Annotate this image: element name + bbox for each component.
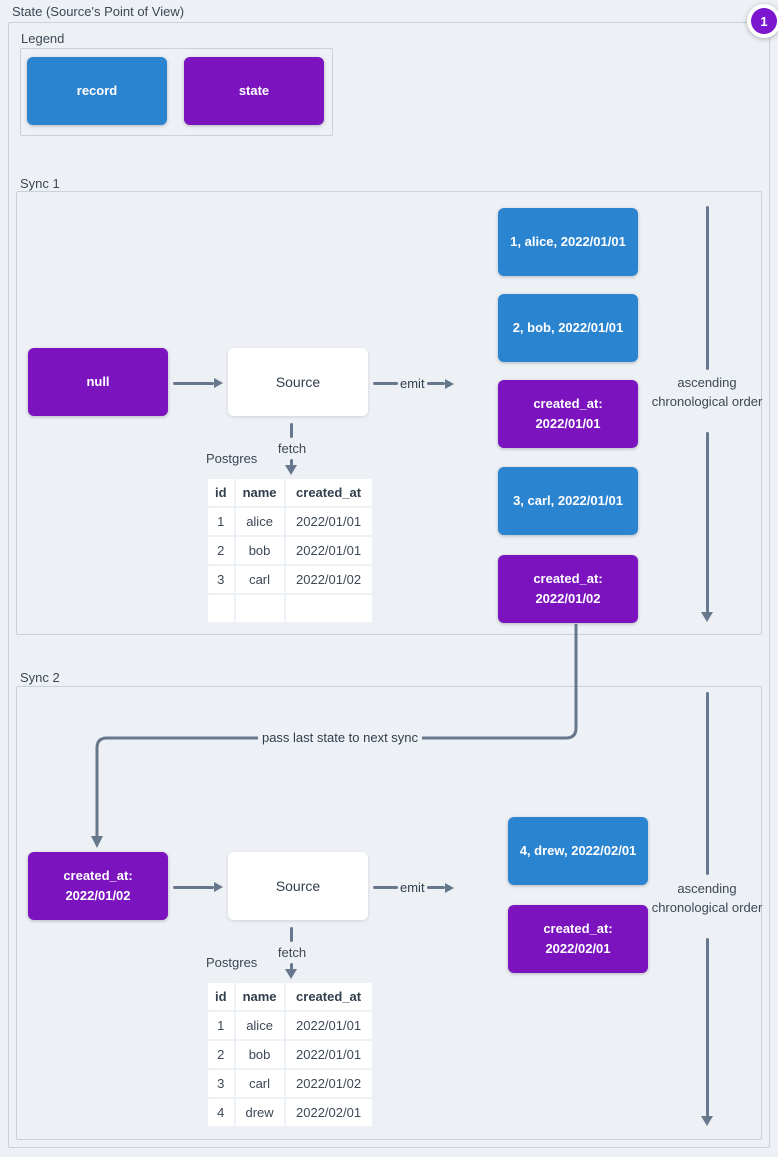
sync1-state-20220101: created_at: 2022/01/01 bbox=[498, 380, 638, 448]
table-cell: 3 bbox=[208, 1070, 234, 1097]
page-title: State (Source's Point of View) bbox=[12, 4, 185, 19]
table-row: 4 drew 2022/02/01 bbox=[208, 1099, 372, 1126]
table-header-row: id name created_at bbox=[208, 479, 372, 506]
table-cell: 2022/01/02 bbox=[285, 1070, 372, 1097]
table-header-created-at: created_at bbox=[285, 479, 372, 506]
table-cell: 2022/01/01 bbox=[285, 1012, 372, 1039]
sync2-ascending-line bbox=[706, 938, 709, 1117]
table-cell: carl bbox=[235, 566, 284, 593]
arrow-right-head-icon bbox=[214, 882, 223, 892]
arrow-right-head-icon bbox=[214, 378, 223, 388]
table-header-created-at: created_at bbox=[285, 983, 372, 1010]
table-cell: 3 bbox=[208, 566, 234, 593]
table-cell bbox=[208, 595, 234, 622]
legend-state-swatch: state bbox=[184, 57, 324, 125]
sync2-fetch-line bbox=[290, 927, 293, 942]
arrow-line bbox=[373, 886, 398, 889]
sync1-fetch-line bbox=[290, 423, 293, 438]
sync1-source-box: Source bbox=[228, 348, 368, 416]
sync1-state-to-source-arrow-icon bbox=[173, 378, 223, 388]
table-cell bbox=[235, 595, 284, 622]
sync1-input-state-null: null bbox=[28, 348, 168, 416]
table-row: 3 carl 2022/01/02 bbox=[208, 566, 372, 593]
table-cell: drew bbox=[235, 1099, 284, 1126]
table-cell: 2022/01/01 bbox=[285, 537, 372, 564]
sync2-postgres-label: Postgres bbox=[206, 955, 258, 970]
table-header-id: id bbox=[208, 479, 234, 506]
table-row-empty bbox=[208, 595, 372, 622]
sync1-record-bob: 2, bob, 2022/01/01 bbox=[498, 294, 638, 362]
sync1-ascending-label: ascending chronological order bbox=[651, 375, 763, 409]
table-cell: bob bbox=[235, 1041, 284, 1068]
pass-state-connector-label: pass last state to next sync bbox=[257, 730, 423, 745]
sync2-record-drew: 4, drew, 2022/02/01 bbox=[508, 817, 648, 885]
sync2-state-20220201: created_at: 2022/02/01 bbox=[508, 905, 648, 973]
table-header-id: id bbox=[208, 983, 234, 1010]
sync1-label: Sync 1 bbox=[20, 176, 60, 191]
outer-frame bbox=[8, 22, 770, 1148]
table-cell: 1 bbox=[208, 1012, 234, 1039]
table-row: 2 bob 2022/01/01 bbox=[208, 537, 372, 564]
arrow-down-head-icon bbox=[285, 465, 297, 475]
annotation-badge-number: 1 bbox=[751, 8, 777, 34]
sync1-postgres-table: id name created_at 1 alice 2022/01/01 2 … bbox=[206, 477, 374, 624]
arrow-down-head-icon bbox=[285, 969, 297, 979]
arrow-line bbox=[173, 381, 214, 385]
table-cell: 2022/02/01 bbox=[285, 1099, 372, 1126]
table-header-row: id name created_at bbox=[208, 983, 372, 1010]
table-header-name: name bbox=[235, 479, 284, 506]
arrow-line bbox=[373, 382, 398, 385]
arrow-line bbox=[173, 885, 214, 889]
legend-record-swatch: record bbox=[27, 57, 167, 125]
sync1-emit-arrow-icon: emit bbox=[373, 376, 454, 391]
sync1-record-carl: 3, carl, 2022/01/01 bbox=[498, 467, 638, 535]
sync2-fetch-line bbox=[290, 963, 293, 971]
sync2-input-state: created_at: 2022/01/02 bbox=[28, 852, 168, 920]
arrow-right-head-icon bbox=[444, 882, 454, 893]
table-cell: 1 bbox=[208, 508, 234, 535]
table-cell: alice bbox=[235, 508, 284, 535]
sync2-source-box: Source bbox=[228, 852, 368, 920]
annotation-badge: 1 bbox=[747, 4, 778, 38]
arrow-down-head-icon bbox=[701, 1116, 713, 1126]
sync2-ascending-label: ascending chronological order bbox=[651, 881, 763, 915]
table-row: 1 alice 2022/01/01 bbox=[208, 508, 372, 535]
sync1-record-alice: 1, alice, 2022/01/01 bbox=[498, 208, 638, 276]
sync2-fetch-label: fetch bbox=[277, 945, 307, 960]
sync2-label: Sync 2 bbox=[20, 670, 60, 685]
arrow-line bbox=[426, 382, 445, 385]
arrow-right-head-icon bbox=[444, 378, 454, 389]
table-cell: 2022/01/02 bbox=[285, 566, 372, 593]
sync2-emit-label: emit bbox=[400, 880, 425, 895]
sync1-postgres-label: Postgres bbox=[206, 451, 258, 466]
sync1-fetch-label: fetch bbox=[277, 441, 307, 456]
arrow-down-head-icon bbox=[701, 612, 713, 622]
table-cell bbox=[285, 595, 372, 622]
sync1-ascending-line bbox=[706, 432, 709, 613]
legend-label: Legend bbox=[21, 31, 65, 46]
table-header-name: name bbox=[235, 983, 284, 1010]
table-cell: 2 bbox=[208, 1041, 234, 1068]
table-cell: bob bbox=[235, 537, 284, 564]
sync1-state-20220102: created_at: 2022/01/02 bbox=[498, 555, 638, 623]
arrow-line bbox=[426, 886, 445, 889]
sync2-emit-arrow-icon: emit bbox=[373, 880, 454, 895]
sync1-emit-label: emit bbox=[400, 376, 425, 391]
table-cell: 4 bbox=[208, 1099, 234, 1126]
sync2-postgres-table: id name created_at 1 alice 2022/01/01 2 … bbox=[206, 981, 374, 1128]
table-cell: carl bbox=[235, 1070, 284, 1097]
table-cell: 2 bbox=[208, 537, 234, 564]
table-row: 1 alice 2022/01/01 bbox=[208, 1012, 372, 1039]
table-cell: 2022/01/01 bbox=[285, 1041, 372, 1068]
sync2-state-to-source-arrow-icon bbox=[173, 882, 223, 892]
table-row: 2 bob 2022/01/01 bbox=[208, 1041, 372, 1068]
sync1-ascending-line bbox=[706, 206, 709, 370]
table-cell: 2022/01/01 bbox=[285, 508, 372, 535]
sync1-fetch-line bbox=[290, 459, 293, 467]
table-row: 3 carl 2022/01/02 bbox=[208, 1070, 372, 1097]
sync2-ascending-line bbox=[706, 692, 709, 875]
table-cell: alice bbox=[235, 1012, 284, 1039]
legend-frame bbox=[20, 48, 333, 136]
